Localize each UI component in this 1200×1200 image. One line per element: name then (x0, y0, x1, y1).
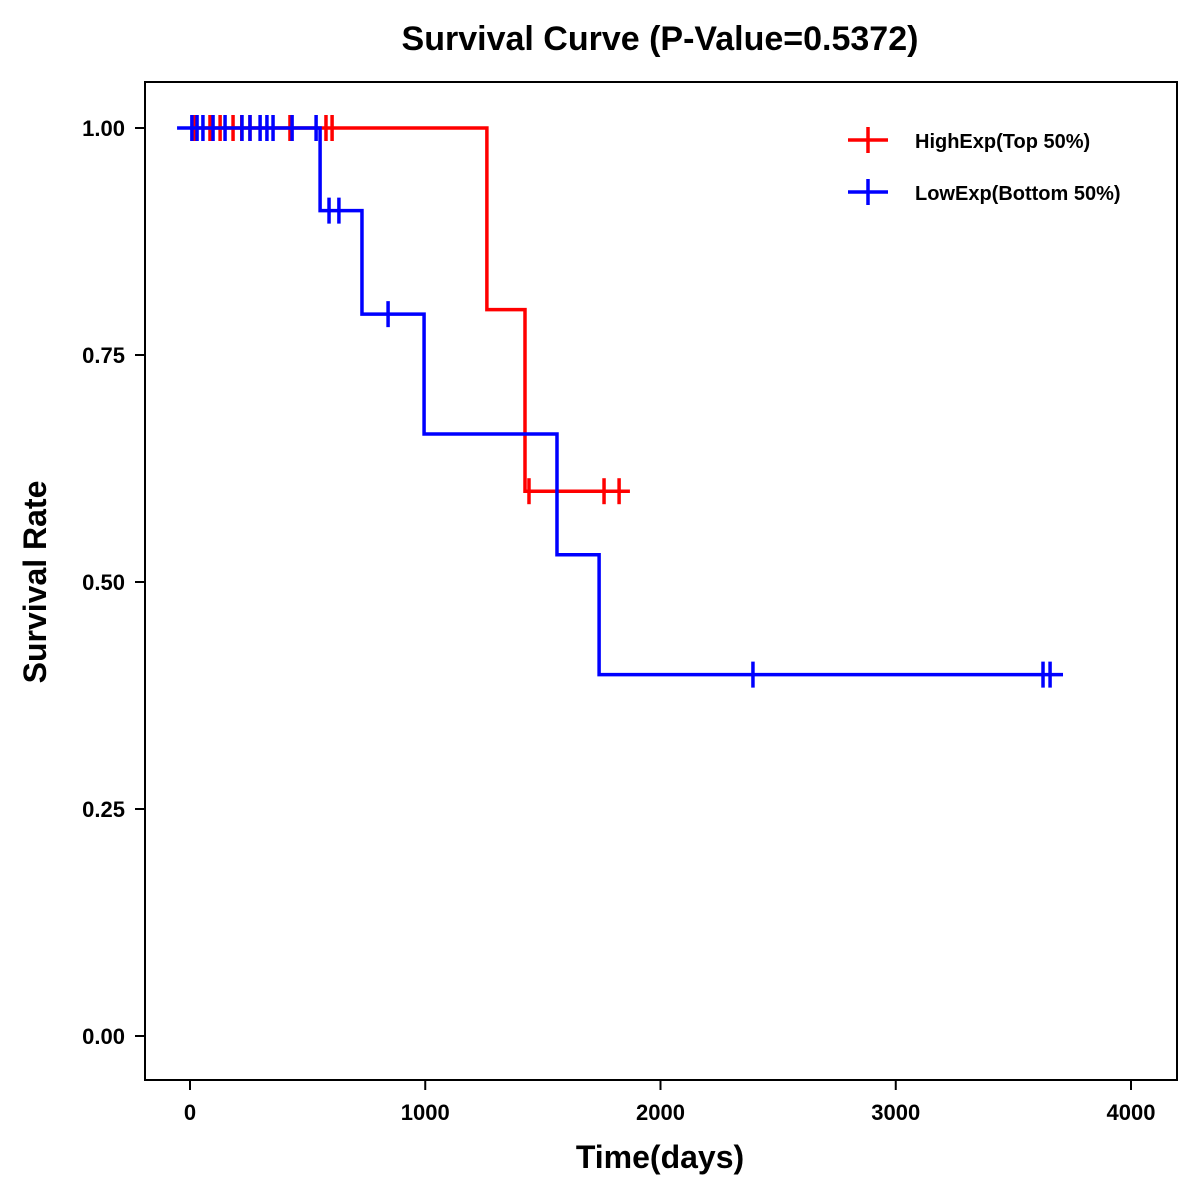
survival-curve-low (177, 126, 1064, 677)
y-axis-label: Survival Rate (17, 481, 53, 684)
x-tick-label: 4000 (1107, 1100, 1156, 1125)
x-tick-label: 2000 (636, 1100, 685, 1125)
legend-label: LowExp(Bottom 50%) (915, 183, 1121, 205)
legend: HighExp(Top 50%) LowExp(Bottom 50%) (848, 127, 1121, 205)
y-tick-label: 0.00 (82, 1024, 125, 1049)
y-tick-label: 0.75 (82, 343, 125, 368)
y-tick-label: 0.50 (82, 570, 125, 595)
x-tick-label: 1000 (401, 1100, 450, 1125)
plot-frame (144, 81, 1178, 1081)
x-tick-label: 3000 (871, 1100, 920, 1125)
y-tick-label: 0.25 (82, 797, 125, 822)
x-axis-label: Time(days) (576, 1139, 744, 1175)
survival-curve-high (190, 126, 630, 493)
x-tick-label: 0 (184, 1100, 196, 1125)
chart-title: Survival Curve (P-Value=0.5372) (402, 20, 919, 58)
legend-label: HighExp(Top 50%) (915, 131, 1090, 153)
y-tick-label: 1.00 (82, 116, 125, 141)
